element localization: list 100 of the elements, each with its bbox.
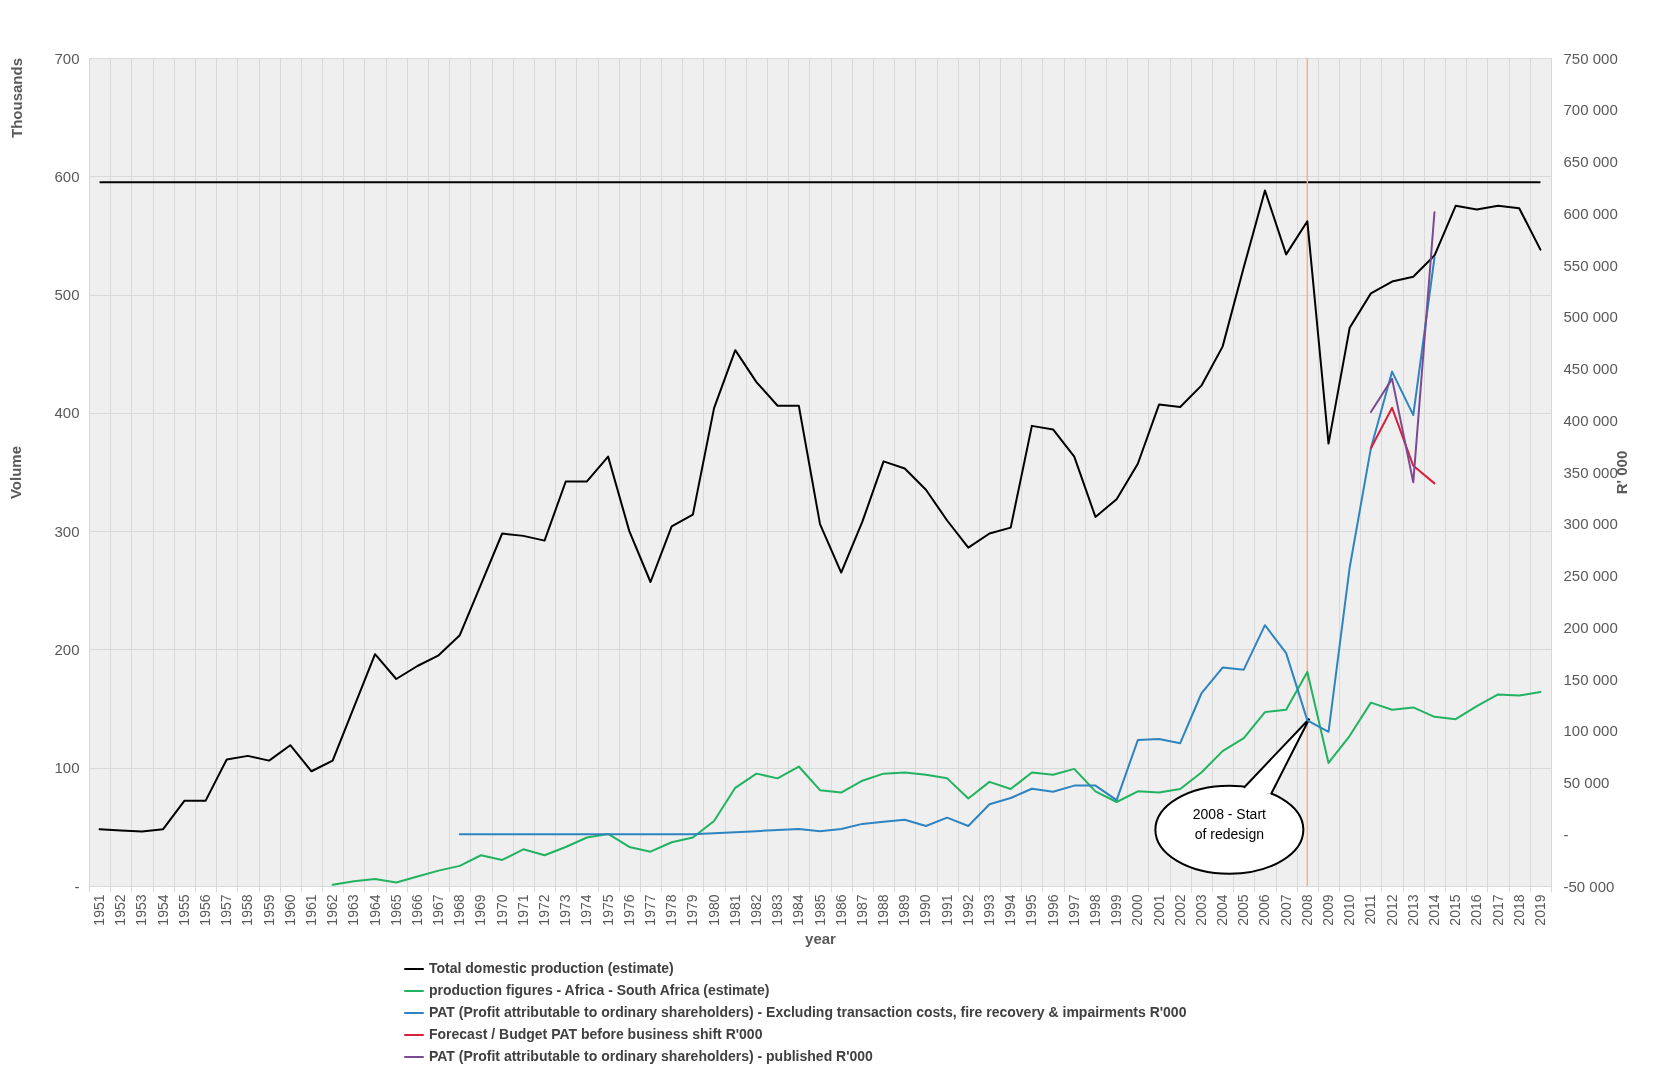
x-tick-label: 1966	[408, 894, 425, 926]
x-tick-label: 1974	[578, 894, 595, 926]
y2-tick-label: 450 000	[1563, 360, 1618, 377]
legend-label: Forecast / Budget PAT before business shift R'000	[429, 1026, 763, 1042]
y-tick-label: 600	[54, 167, 80, 185]
y2-tick-label: 300 000	[1563, 515, 1618, 533]
y-tick-label: 500	[54, 286, 80, 304]
x-tick-label: 1972	[536, 894, 553, 926]
x-tick-label: 1962	[324, 894, 341, 926]
y2-tick-label: 50 000	[1563, 774, 1610, 791]
y2-tick-label: 150 000	[1563, 670, 1618, 688]
y2-tick-label: 250 000	[1563, 567, 1618, 584]
x-tick-label: 2012	[1383, 894, 1400, 926]
x-tick-label: 1987	[853, 894, 870, 926]
x-tick-label: 1990	[917, 894, 934, 926]
x-tick-label: 1978	[663, 894, 680, 926]
x-tick-label: 1992	[959, 894, 976, 926]
y2-tick-label: 350 000	[1563, 463, 1618, 481]
x-tick-label: 1983	[769, 894, 786, 926]
x-tick-label: 1961	[302, 894, 319, 926]
x-tick-label: 2016	[1468, 894, 1485, 926]
x-tick-label: 2003	[1192, 894, 1209, 926]
line-series	[1369, 406, 1436, 485]
legend-label: Total domestic production (estimate)	[429, 960, 674, 976]
y2-tick-label: 200 000	[1563, 618, 1618, 636]
x-tick-label: 2007	[1277, 894, 1294, 926]
line-series	[1369, 211, 1436, 484]
x-tick-label: 1968	[451, 894, 468, 926]
x-tick-label: 1997	[1065, 894, 1082, 926]
x-tick-label: 2018	[1510, 894, 1527, 926]
x-tick-label: 1988	[875, 894, 892, 926]
y-tick-label: 700	[54, 49, 80, 67]
x-tick-label: 1993	[981, 894, 998, 926]
x-tick-label: 1967	[430, 894, 447, 926]
x-tick-label: 2009	[1320, 894, 1337, 926]
x-tick-label: 1989	[896, 894, 913, 926]
x-tick-label: 1971	[514, 894, 531, 926]
x-tick-label: 1977	[641, 894, 658, 926]
x-tick-label: 2004	[1214, 894, 1231, 926]
y2-tick-label: -50 000	[1563, 877, 1615, 895]
x-tick-label: 1994	[1002, 894, 1019, 926]
x-tick-label: 1995	[1023, 894, 1040, 926]
x-tick-label: 2019	[1531, 894, 1548, 926]
x-tick-label: 1960	[281, 894, 298, 926]
x-tick-label: 1951	[91, 894, 108, 926]
x-tick-label: 1984	[790, 894, 807, 926]
y2-tick-label: 500 000	[1563, 308, 1618, 326]
legend-label: PAT (Profit attributable to ordinary shareholders) - published R'000	[429, 1048, 874, 1064]
y2-tick-label: -	[1563, 825, 1569, 843]
x-tick-label: 2000	[1129, 894, 1146, 926]
x-tick-label: 1999	[1108, 894, 1125, 926]
x-tick-label: 1953	[133, 894, 150, 926]
annotation: 2008 - Start of redesign	[1192, 805, 1267, 842]
x-tick-label: 1970	[493, 894, 510, 926]
x-tick-label: 2008	[1298, 894, 1315, 926]
x-tick-label: 1981	[726, 894, 743, 926]
x-tick-label: 1982	[747, 894, 764, 926]
x-tick-label: 1955	[175, 894, 192, 926]
x-tick-label: 1986	[832, 894, 849, 926]
x-tick-label: 2001	[1150, 894, 1167, 926]
y2-tick-label: 100 000	[1563, 722, 1618, 740]
y-tick-label: 200	[54, 640, 80, 658]
x-tick-label: 2005	[1235, 894, 1252, 926]
y2-tick-label: 600 000	[1563, 204, 1618, 222]
x-tick-label: 1954	[154, 894, 171, 926]
x-tick-label: 2017	[1489, 894, 1506, 926]
x-tick-label: 1976	[620, 894, 637, 926]
x-tick-label: 1991	[938, 894, 955, 926]
x-tick-label: 1958	[239, 894, 256, 926]
y-axis-title: Volume	[7, 445, 25, 500]
y-tick-label: 300	[54, 522, 80, 540]
x-tick-label: 2013	[1404, 894, 1421, 926]
x-tick-label: 1985	[811, 894, 828, 926]
x-tick-label: 1952	[112, 894, 129, 926]
x-tick-label: 1957	[218, 894, 235, 926]
legend-label: PAT (Profit attributable to ordinary shareholders) - Excluding transaction costs, fire recovery & impairments R'000	[429, 1004, 1187, 1020]
y-tick-label: -	[74, 877, 80, 895]
x-tick-label: 1969	[472, 894, 489, 926]
y2-tick-label: 400 000	[1563, 411, 1618, 429]
y2-tick-label: 550 000	[1563, 256, 1618, 274]
x-tick-label: 1956	[197, 894, 214, 926]
x-tick-label: 1973	[557, 894, 574, 926]
x-axis-title: year	[805, 929, 837, 947]
x-tick-label: 1965	[387, 894, 404, 926]
y2-tick-label: 750 000	[1563, 49, 1618, 67]
x-tick-label: 2006	[1256, 894, 1273, 926]
x-tick-label: 1964	[366, 894, 383, 926]
legend-label: production figures - Africa - South Africa (estimate)	[429, 982, 770, 998]
text: Thousands	[8, 58, 25, 139]
x-tick-label: 2011	[1362, 894, 1379, 925]
x-tick-label: 1980	[705, 894, 722, 926]
x-tick-label: 1959	[260, 894, 277, 926]
x-tick-label: 1979	[684, 894, 701, 926]
y2-tick-label: 650 000	[1563, 153, 1618, 170]
x-tick-label: 2002	[1171, 894, 1188, 926]
x-tick-label: 1996	[1044, 894, 1061, 926]
x-tick-label: 1998	[1086, 894, 1103, 926]
x-tick-label: 2010	[1341, 894, 1358, 926]
y-tick-label: 100	[54, 759, 80, 777]
x-tick-label: 1963	[345, 894, 362, 926]
